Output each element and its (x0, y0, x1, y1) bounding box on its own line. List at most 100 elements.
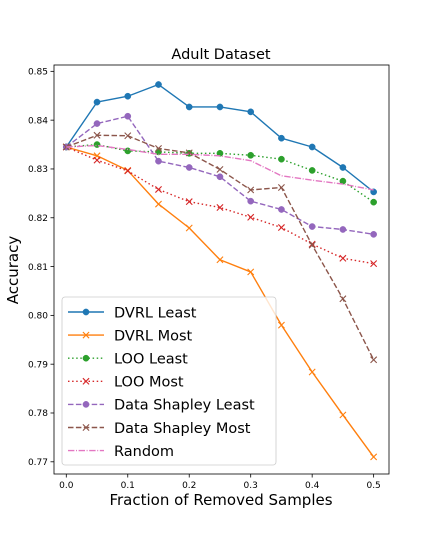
legend-label: Data Shapley Most (114, 421, 251, 437)
data-point (277, 321, 285, 329)
legend-label: LOO Most (114, 375, 184, 391)
legend-label: DVRL Most (114, 328, 193, 344)
data-point (93, 98, 101, 106)
data-point (155, 157, 162, 165)
legend-marker (82, 377, 90, 385)
legend-marker (82, 354, 90, 362)
data-point (339, 164, 347, 171)
data-point (185, 164, 193, 171)
data-point (247, 213, 255, 221)
x-tick-label: 0.3 (244, 481, 258, 491)
data-point (185, 198, 193, 206)
data-point (277, 224, 285, 232)
data-point (124, 147, 132, 155)
x-tick-label: 0.1 (121, 481, 135, 491)
data-point (308, 368, 316, 376)
data-point (155, 81, 162, 88)
y-tick-label: 0.81 (28, 263, 48, 273)
data-point (339, 254, 347, 262)
legend-box (61, 296, 277, 466)
x-tick-label: 0.5 (366, 481, 380, 491)
data-point (370, 231, 377, 238)
data-point (278, 206, 285, 213)
x-tick-label: 0.2 (182, 481, 196, 491)
legend-item: Random (68, 444, 174, 460)
data-point (339, 226, 347, 233)
series-layer (62, 81, 378, 461)
legend-label: LOO Least (114, 352, 188, 368)
data-point (370, 260, 378, 268)
data-point (93, 156, 101, 164)
y-axis-label: Accuracy (4, 236, 22, 305)
y-tick-label: 0.78 (28, 409, 48, 419)
legend-marker (82, 401, 90, 408)
data-point (278, 134, 285, 142)
legend: DVRL Least DVRL Most LOO Least LOO Most Data… (61, 296, 277, 466)
data-point (247, 197, 255, 205)
data-point (247, 151, 255, 159)
legend-label: Data Shapley Least (114, 398, 255, 414)
x-tick-label: 0.4 (305, 481, 320, 491)
data-point (247, 186, 255, 194)
legend-label: DVRL Least (114, 305, 197, 321)
series-random (66, 144, 374, 191)
data-point (93, 120, 101, 127)
data-point (308, 223, 316, 230)
y-tick-label: 0.80 (28, 312, 48, 322)
data-point (247, 108, 255, 116)
data-point (185, 224, 193, 232)
y-tick-label: 0.83 (28, 165, 48, 175)
data-point (124, 132, 132, 140)
data-point (278, 155, 285, 163)
legend-marker (82, 308, 90, 316)
data-point (216, 103, 224, 111)
data-point (370, 198, 377, 206)
y-tick-label: 0.85 (28, 68, 48, 78)
data-point (93, 141, 101, 148)
series-data-shapley-least (62, 112, 377, 238)
x-axis-label: Fraction of Removed Samples (109, 491, 332, 509)
data-point (339, 411, 347, 419)
legend-marker (82, 331, 90, 339)
legend-item: DVRL Most (68, 328, 193, 344)
data-point (124, 112, 132, 120)
legend-item: Data Shapley Most (68, 421, 251, 437)
data-point (185, 103, 193, 111)
x-tick-label: 0.0 (59, 481, 74, 491)
data-point (308, 241, 316, 249)
data-point (308, 167, 316, 174)
data-point (155, 200, 162, 208)
legend-marker (82, 424, 90, 431)
data-point (216, 204, 224, 212)
x-axis: 0.0 0.1 0.2 0.3 0.4 0.5 (59, 474, 381, 491)
data-point (155, 185, 162, 193)
data-point (93, 131, 101, 139)
data-point (124, 92, 132, 100)
data-point (370, 356, 378, 364)
chart-title: Adult Dataset (171, 47, 270, 63)
legend-label: Random (114, 444, 174, 460)
legend-item: LOO Least (68, 352, 188, 368)
y-tick-label: 0.77 (28, 458, 48, 468)
data-point (155, 144, 162, 152)
plot-frame (53, 64, 390, 475)
legend-item: LOO Most (68, 375, 184, 391)
series-data-shapley-most (62, 131, 378, 364)
y-axis: 0.77 0.78 0.79 0.80 0.81 0.82 0.83 0.84 0.85 (28, 68, 54, 468)
series-line-random (66, 144, 374, 191)
y-tick-label: 0.82 (28, 214, 48, 224)
data-point (216, 256, 224, 264)
series-line-data-shapley-least (65, 115, 374, 236)
y-tick-label: 0.84 (28, 116, 48, 126)
legend-item: DVRL Least (68, 305, 197, 321)
data-point (247, 268, 255, 276)
data-point (308, 143, 316, 151)
y-tick-label: 0.79 (28, 360, 48, 370)
data-point (277, 184, 285, 191)
data-point (216, 165, 224, 173)
data-point (370, 453, 378, 461)
data-point (124, 167, 132, 175)
data-point (339, 295, 347, 303)
legend-item: Data Shapley Least (68, 398, 255, 414)
